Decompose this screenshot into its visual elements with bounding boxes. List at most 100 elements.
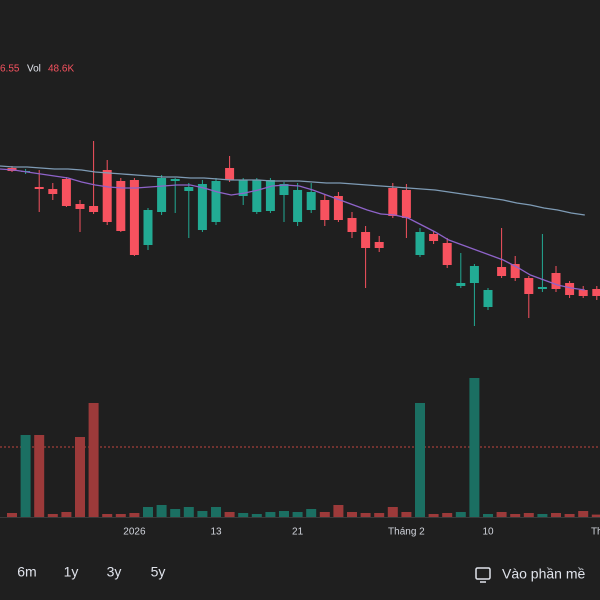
- volume-bar: [265, 512, 276, 517]
- candle-body: [537, 287, 547, 289]
- candle-body: [415, 232, 425, 255]
- header-vol-label: Vol: [27, 64, 41, 75]
- candle-body: [184, 187, 194, 191]
- volume-bar: [483, 514, 493, 517]
- candle-body: [48, 189, 58, 194]
- candle-body: [456, 283, 466, 286]
- range-button[interactable]: 1y: [64, 564, 79, 580]
- candle-body: [170, 179, 180, 181]
- volume-bar: [115, 514, 126, 517]
- volume-bar: [510, 514, 521, 517]
- candle-body: [61, 179, 71, 206]
- candle-body: [361, 232, 371, 248]
- volume-bar: [551, 513, 561, 517]
- action-button[interactable]: Vào phần mề: [475, 566, 585, 583]
- candle-body: [129, 180, 139, 255]
- x-tick-label: Tháng 2: [388, 527, 425, 538]
- volume-bar: [156, 505, 167, 517]
- x-tick-label: 10: [482, 527, 494, 538]
- header-vol-value: 48.6K: [48, 64, 74, 75]
- volume-bar: [374, 513, 385, 517]
- candle-body: [401, 190, 411, 218]
- range-button[interactable]: 3y: [107, 564, 122, 580]
- candle-body: [34, 187, 44, 189]
- volume-bar: [292, 512, 303, 517]
- range-button[interactable]: 6m: [17, 564, 36, 580]
- candle-body: [578, 290, 588, 296]
- x-tick-label: 21: [292, 527, 304, 538]
- volume-bar: [143, 507, 153, 517]
- volume-bar: [537, 514, 548, 517]
- candle-body: [551, 273, 561, 289]
- candle-body: [279, 184, 289, 195]
- candle-body: [102, 170, 112, 222]
- volume-bar: [75, 437, 85, 517]
- range-button[interactable]: 5y: [151, 564, 166, 580]
- candle-body: [469, 266, 479, 283]
- volume-bar: [319, 512, 330, 517]
- volume-bar: [469, 378, 480, 517]
- candle-body: [524, 278, 534, 294]
- x-tick-label: 2026: [123, 527, 146, 538]
- candle-body: [565, 283, 575, 295]
- candle-body: [238, 180, 248, 196]
- candle-body: [293, 190, 303, 222]
- volume-bar: [591, 514, 600, 517]
- volume-bar: [183, 507, 194, 517]
- candle-body: [497, 267, 507, 276]
- candle-body: [388, 188, 398, 216]
- candle-body: [225, 168, 235, 180]
- volume-bar: [523, 513, 534, 517]
- volume-bar: [333, 505, 344, 517]
- volume-bar: [102, 514, 113, 517]
- volume-bar: [564, 514, 575, 517]
- volume-bar: [129, 513, 140, 517]
- volume-bar: [306, 509, 317, 517]
- volume-bar: [197, 511, 208, 517]
- candle-body: [306, 192, 316, 210]
- candle-body: [116, 181, 126, 231]
- volume-bar: [238, 513, 249, 517]
- candle-body: [143, 210, 153, 245]
- volume-bar: [455, 512, 466, 517]
- volume-bar: [61, 512, 72, 517]
- volume-bar: [251, 514, 262, 517]
- moving-average-line: [0, 168, 585, 291]
- x-tick-label: 13: [210, 527, 222, 538]
- action-label[interactable]: Vào phần mề: [502, 566, 585, 582]
- volume-bar: [442, 513, 453, 517]
- volume-bar: [279, 511, 289, 517]
- volume-bar: [578, 511, 589, 517]
- candle-body: [197, 184, 207, 230]
- candle-body: [265, 180, 275, 211]
- volume-bar: [415, 403, 425, 517]
- candle-body: [333, 196, 343, 220]
- candle-body: [252, 180, 262, 212]
- candle-body: [429, 234, 439, 241]
- candle-body: [211, 181, 221, 222]
- volume-bar: [428, 514, 439, 517]
- moving-average-line: [0, 165, 585, 216]
- x-tick-label: Th: [591, 527, 600, 538]
- volume-bar: [47, 514, 58, 517]
- candle-body: [320, 200, 330, 220]
- volume-bar: [347, 512, 357, 517]
- icon: [475, 567, 491, 580]
- volume-bar: [496, 512, 507, 517]
- volume-bar: [170, 509, 181, 517]
- volume-bar: [224, 512, 235, 517]
- candle-body: [374, 242, 384, 248]
- candle-body: [442, 243, 452, 265]
- volume-bar: [7, 513, 17, 517]
- candle-body: [510, 264, 520, 278]
- candle-body: [592, 289, 600, 296]
- header-price: 6.55: [0, 64, 20, 75]
- candle-body: [483, 290, 493, 307]
- candle-body: [157, 178, 167, 212]
- volume-bar: [360, 513, 371, 517]
- volume-bar: [211, 507, 221, 517]
- volume-bar: [401, 512, 412, 517]
- candle-body: [75, 204, 85, 209]
